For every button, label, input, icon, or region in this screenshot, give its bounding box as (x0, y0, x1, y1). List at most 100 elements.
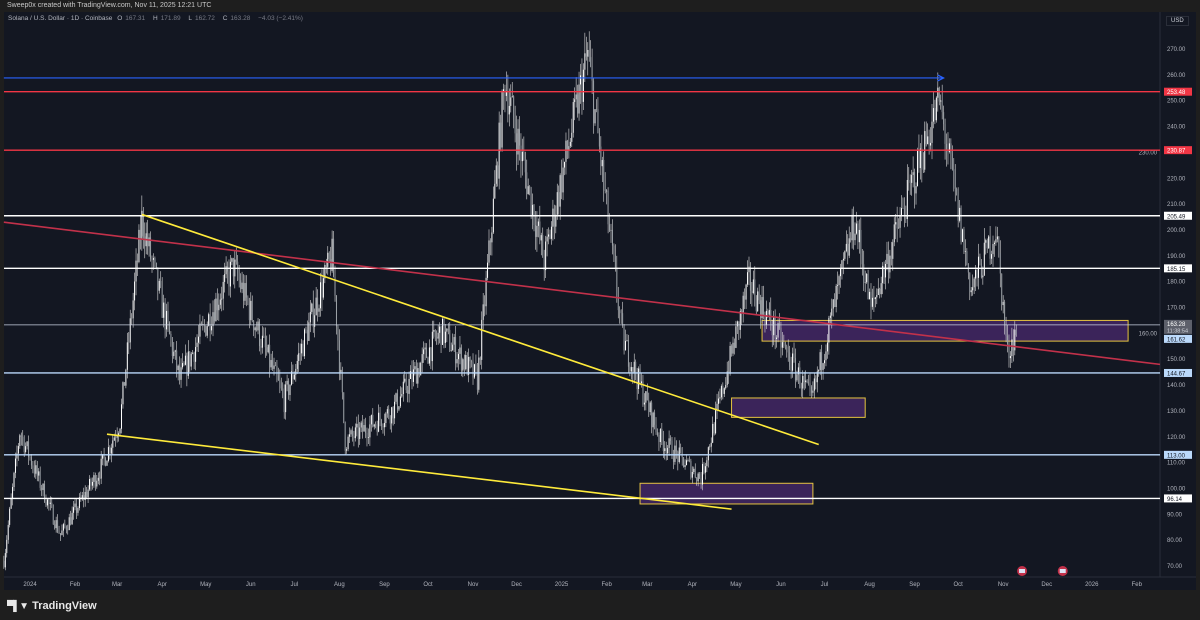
candle-body (585, 53, 587, 57)
candle-body (902, 208, 904, 209)
candle-body (482, 304, 484, 320)
candle-body (379, 412, 381, 420)
candle-body (542, 235, 544, 258)
candle-body (877, 288, 879, 295)
candle-body (396, 393, 398, 410)
candle-body (452, 344, 454, 351)
candle-body (222, 281, 224, 299)
x-tick-label: Feb (601, 582, 612, 588)
candle-body (524, 158, 526, 173)
candle-body (439, 326, 441, 333)
candle-body (824, 360, 826, 364)
candle-body (94, 475, 96, 487)
candle-body (228, 271, 230, 287)
price-level-label: 230.87 (1167, 149, 1186, 155)
y-tick-label: 220.00 (1167, 176, 1186, 182)
candle-body (716, 403, 718, 410)
candle-body (674, 445, 676, 462)
candle-body (534, 225, 536, 237)
demand-zone-box (761, 319, 1129, 342)
price-chart[interactable]: 70.00 80.00 90.00 100.00 110.00 120.00 130.00 1… (0, 0, 1200, 600)
candle-body (67, 529, 69, 531)
candle-body (604, 186, 606, 192)
candle-body (460, 347, 462, 371)
open-value: 167.31 (125, 15, 146, 22)
x-tick-label: Dec (511, 582, 522, 588)
candle-body (680, 447, 682, 450)
candle-body (320, 282, 321, 309)
tradingview-logo[interactable]: ▀▌▼ TradingView (7, 600, 97, 612)
candle-body (781, 342, 783, 348)
candle-body (722, 386, 724, 394)
candle-body (606, 190, 608, 192)
candle-body (725, 385, 727, 389)
candle-body (809, 383, 811, 387)
candle-body (54, 524, 56, 529)
candle-body (65, 526, 67, 530)
candle-body (462, 359, 464, 371)
candle-body (853, 214, 855, 241)
candle-body (86, 491, 88, 498)
candle-body (651, 402, 653, 428)
candle-body (818, 370, 820, 372)
candle-body (267, 344, 269, 353)
candle-body (212, 312, 214, 327)
candle-body (717, 398, 719, 404)
last-price-label: 163.28 (1167, 322, 1186, 328)
candle-body (851, 214, 853, 241)
candle-body (131, 318, 133, 319)
candle-body (395, 393, 397, 402)
candle-body (744, 295, 746, 300)
candle-body (742, 295, 744, 314)
candle-body (839, 268, 841, 277)
candle-body (261, 335, 263, 348)
candle-body (421, 354, 423, 363)
candle-body (755, 301, 757, 312)
candle-body (1014, 329, 1016, 351)
candle-body (518, 128, 520, 146)
candle-body (383, 423, 385, 428)
high-label: H (152, 15, 158, 22)
candle-body (641, 381, 643, 384)
candle-body (437, 332, 439, 339)
candle-body (485, 277, 487, 307)
candle-body (771, 326, 773, 336)
candle-body (805, 380, 807, 383)
candle-body (806, 380, 808, 383)
candle-body (639, 368, 641, 384)
candle-body (796, 374, 798, 381)
candle-body (301, 343, 303, 354)
candle-body (1008, 343, 1010, 359)
candle-body (937, 87, 939, 98)
candle-body (344, 422, 346, 451)
candle-body (200, 323, 202, 326)
candle-body (562, 167, 564, 193)
candle-body (901, 208, 902, 217)
price-level-label: 144.67 (1167, 371, 1186, 377)
candle-body (286, 380, 288, 385)
candle-body (977, 256, 979, 278)
candle-body (983, 242, 985, 276)
candle-body (375, 424, 377, 426)
candle-body (980, 263, 982, 278)
candle-body (57, 520, 59, 532)
candle-body (190, 353, 192, 367)
candle-body (614, 254, 616, 268)
y-tick-label: 90.00 (1167, 512, 1183, 518)
candle-body (391, 407, 393, 424)
candle-body (688, 460, 690, 461)
candle-body (946, 143, 948, 150)
candle-body (106, 460, 108, 466)
candle-body (864, 282, 866, 283)
currency-button[interactable]: USD (1166, 16, 1189, 26)
candle-body (501, 91, 503, 148)
candle-body (113, 437, 115, 441)
candle-body (954, 174, 956, 189)
candle-body (503, 89, 505, 92)
price-label-bg (1164, 494, 1192, 503)
candle-body (205, 326, 207, 336)
candle-body (1015, 329, 1017, 336)
candle-body (264, 336, 266, 348)
symbol-title[interactable]: Solana / U.S. Dollar · 1D · Coinbase (8, 15, 113, 22)
candle-body (903, 208, 905, 216)
